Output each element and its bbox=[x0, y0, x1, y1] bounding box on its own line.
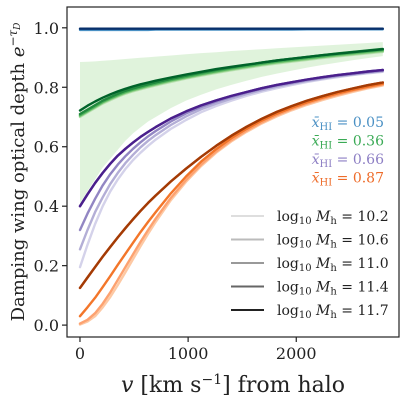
x-axis-label: v [km s−1] from halo bbox=[121, 372, 345, 398]
xhi-legend-entry: x̄HI = 0.87 bbox=[312, 171, 384, 189]
plot-frame bbox=[66, 6, 400, 338]
y-tick-label: 0.4 bbox=[34, 197, 59, 216]
xhi-legend-entry: x̄HI = 0.66 bbox=[312, 152, 384, 170]
y-tick-label: 1.0 bbox=[34, 19, 59, 38]
axis-ticks-layer: 0 1000 2000 0.0 0.2 0.4 0.6 0.8 1.0 bbox=[34, 19, 317, 363]
y-axis-label: Damping wing optical depth e−τD bbox=[6, 23, 29, 322]
xhi-legend-entry: x̄HI = 0.05 bbox=[312, 115, 384, 133]
mass-legend-label: log10 Mh = 11.7 bbox=[277, 303, 389, 321]
y-tick-label: 0.2 bbox=[34, 257, 59, 276]
xhi-legend-entry: x̄HI = 0.36 bbox=[312, 134, 384, 152]
series-line-xhi-0.66-mh-11.7 bbox=[78, 68, 384, 208]
series-line-xhi-0.87-mh-11.7 bbox=[78, 81, 384, 290]
y-tick-label: 0.0 bbox=[34, 316, 59, 335]
x-tick-label: 1000 bbox=[168, 344, 209, 363]
series-line-xhi-0.87-mh-11 bbox=[78, 82, 384, 318]
legend-layer: x̄HI = 0.05x̄HI = 0.36x̄HI = 0.66x̄HI = … bbox=[231, 115, 389, 321]
mass-legend-label: log10 Mh = 10.6 bbox=[277, 233, 389, 251]
mass-legend-label: log10 Mh = 11.4 bbox=[277, 280, 389, 298]
x-tick-label: 0 bbox=[75, 344, 85, 363]
x-tick-label: 2000 bbox=[276, 344, 317, 363]
y-tick-label: 0.8 bbox=[34, 78, 59, 97]
mass-legend-label: log10 Mh = 11.0 bbox=[277, 256, 389, 274]
mass-legend-label: log10 Mh = 10.2 bbox=[277, 209, 389, 227]
y-tick-label: 0.6 bbox=[34, 138, 59, 157]
series-layer bbox=[78, 27, 384, 326]
series-line-xhi-0.36-mh-11.7 bbox=[78, 48, 384, 112]
